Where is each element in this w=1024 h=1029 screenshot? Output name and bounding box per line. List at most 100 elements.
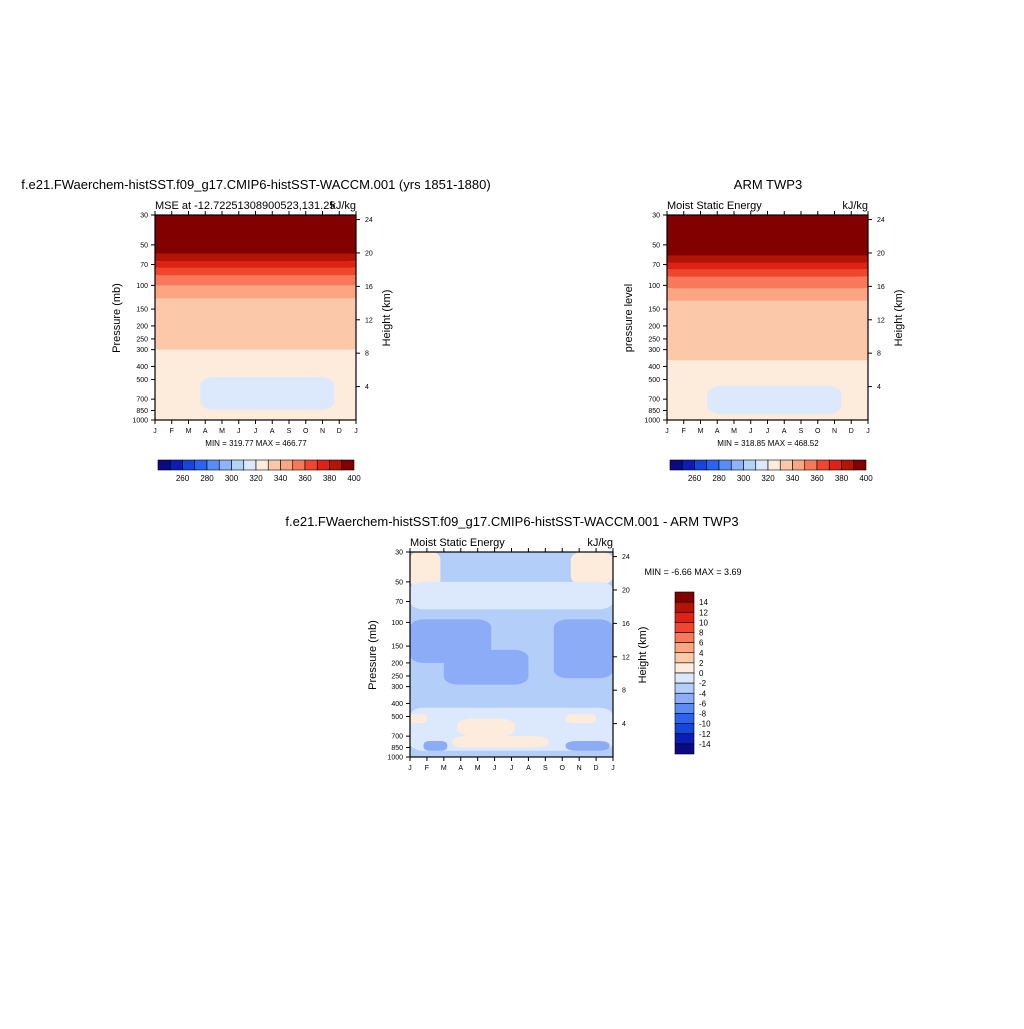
- diff-ytick-label-11: 850: [391, 745, 403, 752]
- obs-ytick-right-label-3: 12: [877, 317, 885, 324]
- obs-ytick-label-11: 850: [648, 408, 660, 415]
- model-colorbar-box-15: [341, 459, 355, 471]
- obs-layer-5: [667, 288, 868, 304]
- obs-xtick-label-1: F: [682, 428, 686, 435]
- obs-ytick-label-10: 700: [648, 397, 660, 404]
- obs-xtick-label-9: O: [815, 428, 821, 435]
- diff-colorbar-label-4: 6: [699, 639, 704, 648]
- model-colorbar-label-3: 320: [249, 474, 263, 483]
- model-ytick-right-label-3: 12: [365, 317, 373, 324]
- model-colorbar-label-2: 300: [225, 474, 239, 483]
- diff-region-10: [452, 736, 549, 748]
- obs-ytick-label-0: 30: [652, 213, 660, 220]
- obs-ytick-label-9: 500: [648, 377, 660, 384]
- obs-xtick-label-12: J: [866, 428, 870, 435]
- diff-xtick-label-4: M: [475, 765, 481, 772]
- diff-colorbar-box-10: [674, 692, 695, 704]
- diff-region-5: [553, 619, 613, 679]
- model-layer-6: [155, 298, 356, 353]
- diff-region-7: [410, 714, 427, 724]
- diff-region-1: [570, 552, 613, 585]
- obs-xtick-label-7: A: [782, 428, 787, 435]
- diff-colorbar-box-0: [674, 591, 695, 603]
- model-region-0: [200, 377, 335, 410]
- obs-ytick-right-label-1: 20: [877, 250, 885, 257]
- obs-colorbar-box-7: [755, 459, 769, 471]
- obs-colorbar-label-3: 320: [761, 474, 775, 483]
- diff-contour-fill: [410, 552, 613, 757]
- model-colorbar-box-14: [329, 459, 343, 471]
- diff-ytick-label-9: 500: [391, 714, 403, 721]
- diff-colorbar-label-6: 2: [699, 659, 704, 668]
- diff-ytick-right-label-5: 4: [622, 721, 626, 728]
- diff-xtick-label-3: A: [458, 765, 463, 772]
- model-layer-5: [155, 285, 356, 302]
- diff-colorbar-label-11: -8: [699, 710, 707, 719]
- model-right-string: kJ/kg: [330, 200, 356, 212]
- diff-xtick-label-2: M: [441, 765, 447, 772]
- model-colorbar-label-0: 260: [176, 474, 190, 483]
- diff-xtick-label-1: F: [425, 765, 429, 772]
- obs-ytick-label-3: 100: [648, 283, 660, 290]
- model-xtick-label-4: M: [219, 428, 225, 435]
- model-ytick-label-8: 400: [136, 364, 148, 371]
- obs-colorbar-box-10: [792, 459, 806, 471]
- model-stats: MIN = 319.77 MAX = 466.77: [205, 439, 307, 448]
- diff-xtick-label-5: J: [493, 765, 497, 772]
- obs-ytick-label-6: 250: [648, 336, 660, 343]
- obs-layer-0: [667, 215, 868, 259]
- obs-colorbar-box-1: [681, 459, 695, 471]
- obs-stats: MIN = 318.85 MAX = 468.52: [717, 439, 819, 448]
- diff-ytick-right-label-0: 24: [622, 554, 630, 561]
- model-ytick-label-5: 200: [136, 323, 148, 330]
- model-ytick-label-4: 150: [136, 307, 148, 314]
- diff-xtick-label-12: J: [611, 765, 615, 772]
- model-colorbar-box-7: [243, 459, 257, 471]
- model-xtick-label-8: S: [287, 428, 292, 435]
- diff-region-4: [443, 649, 529, 685]
- obs-ytick-label-7: 300: [648, 347, 660, 354]
- diff-ytick-label-0: 30: [395, 550, 403, 557]
- model-xtick-label-11: D: [337, 428, 342, 435]
- diff-title: f.e21.FWaerchem-histSST.f09_g17.CMIP6-hi…: [285, 514, 738, 529]
- diff-ytick-label-3: 100: [391, 620, 403, 627]
- obs-contour-fill: [667, 215, 868, 420]
- model-colorbar-label-6: 380: [323, 474, 337, 483]
- model-colorbar-label-4: 340: [274, 474, 288, 483]
- model-colorbar-box-0: [157, 459, 171, 471]
- diff-colorbar-box-7: [674, 662, 695, 674]
- diff-region-2: [410, 581, 613, 610]
- diff-xtick-label-9: O: [560, 765, 566, 772]
- model-colorbar-box-2: [182, 459, 196, 471]
- obs-ytick-label-12: 1000: [644, 418, 660, 425]
- diff-colorbar-label-3: 8: [699, 629, 704, 638]
- diff-colorbar-label-5: 4: [699, 649, 704, 658]
- obs-colorbar-box-14: [841, 459, 855, 471]
- obs-colorbar-label-6: 380: [835, 474, 849, 483]
- model-ylabel: Pressure (mb): [111, 283, 123, 353]
- diff-colorbar-box-3: [674, 622, 695, 633]
- obs-colorbar-box-5: [730, 459, 744, 471]
- model-ylabel-right: Height (km): [381, 290, 393, 347]
- model-xtick-label-6: J: [254, 428, 258, 435]
- obs-colorbar-box-15: [853, 459, 867, 471]
- diff-region-8: [457, 718, 515, 737]
- obs-xtick-label-3: A: [715, 428, 720, 435]
- diff-ytick-label-5: 200: [391, 660, 403, 667]
- model-ytick-label-2: 70: [140, 262, 148, 269]
- obs-ytick-right-label-0: 24: [877, 217, 885, 224]
- diff-xtick-label-8: S: [543, 765, 548, 772]
- obs-colorbar-label-1: 280: [712, 474, 726, 483]
- diff-colorbar-label-9: -4: [699, 689, 707, 698]
- obs-title: ARM TWP3: [734, 177, 802, 192]
- obs-ytick-label-2: 70: [652, 262, 660, 269]
- diff-xtick-label-11: D: [594, 765, 599, 772]
- obs-xtick-label-4: M: [731, 428, 737, 435]
- model-xtick-label-9: O: [303, 428, 309, 435]
- model-ytick-label-3: 100: [136, 283, 148, 290]
- obs-colorbar-box-9: [779, 459, 793, 471]
- model-colorbar-label-5: 360: [298, 474, 312, 483]
- model-ytick-label-12: 1000: [132, 418, 148, 425]
- panel-diff: f.e21.FWaerchem-histSST.f09_g17.CMIP6-hi…: [285, 514, 741, 772]
